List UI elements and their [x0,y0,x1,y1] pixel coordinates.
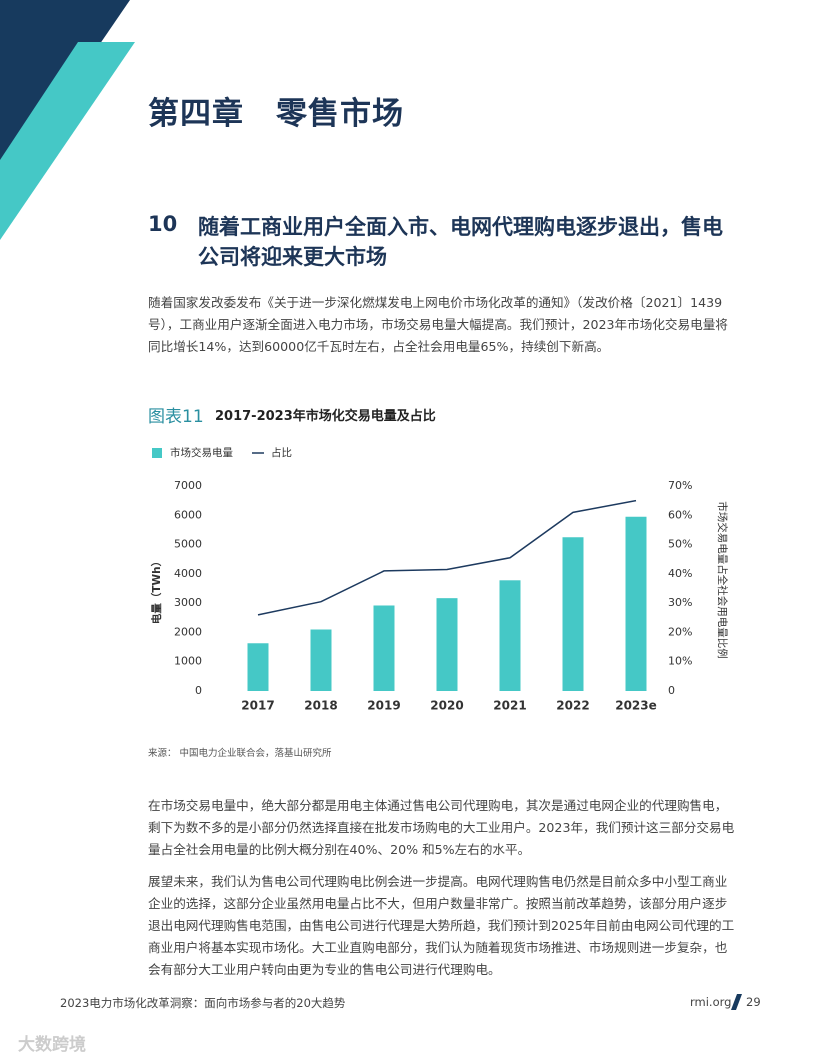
y2-tick-label: 10% [668,655,692,668]
x-tick-label: 2018 [304,699,337,713]
teal-stripe [0,42,135,240]
watermark: 大数跨境 [18,1035,86,1055]
chart: 0 1000 2000 3000 4000 5000 6000 7000 0 10% 20% 30% 4… [150,446,729,713]
footer-site: rmi.org [690,995,732,1009]
y-tick-label: 3000 [174,596,202,609]
y2-tick-label: 0 [668,684,675,697]
x-tick-label: 2023e [615,699,657,713]
paragraph: 随着国家发改委发布《关于进一步深化燃煤发电上网电价市场化改革的通知》（发改价格〔… [148,295,728,354]
paragraph: 展望未来，我们认为售电公司代理购电比例会进一步提高。电网代理购售电仍然是目前众多… [148,874,735,977]
legend-swatch [152,448,162,458]
footer-title: 2023电力市场化改革洞察：面向市场参与者的20大趋势 [60,996,346,1010]
y-tick-label: 4000 [174,567,202,580]
paragraph: 在市场交易电量中，绝大部分都是用电主体通过售电公司代理购电，其次是通过电网企业的… [148,798,735,857]
x-tick-label: 2021 [493,699,526,713]
y-tick-label: 5000 [174,538,202,551]
y2-tick-label: 40% [668,567,692,580]
y-tick-label: 2000 [174,625,202,638]
legend-label: 占比 [271,446,292,459]
x-tick-label: 2022 [556,699,589,713]
footer-slash [731,994,742,1010]
y-tick-label: 1000 [174,655,202,668]
y-axis-label: 电量（TWh） [150,556,163,624]
y2-tick-label: 50% [668,538,692,551]
source: 来源： 中国电力企业联合会，落基山研究所 [148,748,332,759]
page-number: 29 [746,995,761,1009]
chart-title: 2017-2023年市场化交易电量及占比 [215,409,436,424]
x-tick-label: 2020 [430,699,463,713]
y2-tick-label: 30% [668,596,692,609]
section-number: 10 [148,212,178,236]
bar [436,598,458,691]
bar [373,605,395,691]
bar [499,580,521,691]
bar [310,629,332,691]
bar [562,537,584,691]
legend-label: 市场交易电量 [170,446,233,459]
line [257,499,637,616]
corner-decoration [0,0,135,240]
bar [247,643,269,691]
x-tick-label: 2017 [241,699,274,713]
x-tick-label: 2019 [367,699,400,713]
y2-tick-label: 70% [668,479,692,492]
y2-axis-label: 市场交易电量占全社会用电量比例 [716,501,729,659]
chapter-title: 第四章 零售市场 [148,96,404,132]
y-tick-label: 0 [195,684,202,697]
figure-label: 图表11 [148,407,204,427]
y-tick-label: 7000 [174,479,202,492]
y2-tick-label: 20% [668,625,692,638]
section-title: 随着工商业用户全面入市、电网代理购电逐步退出，售电公司将迎来更大市场 [198,215,723,269]
bar [625,516,647,691]
y-tick-label: 6000 [174,508,202,521]
y2-tick-label: 60% [668,508,692,521]
